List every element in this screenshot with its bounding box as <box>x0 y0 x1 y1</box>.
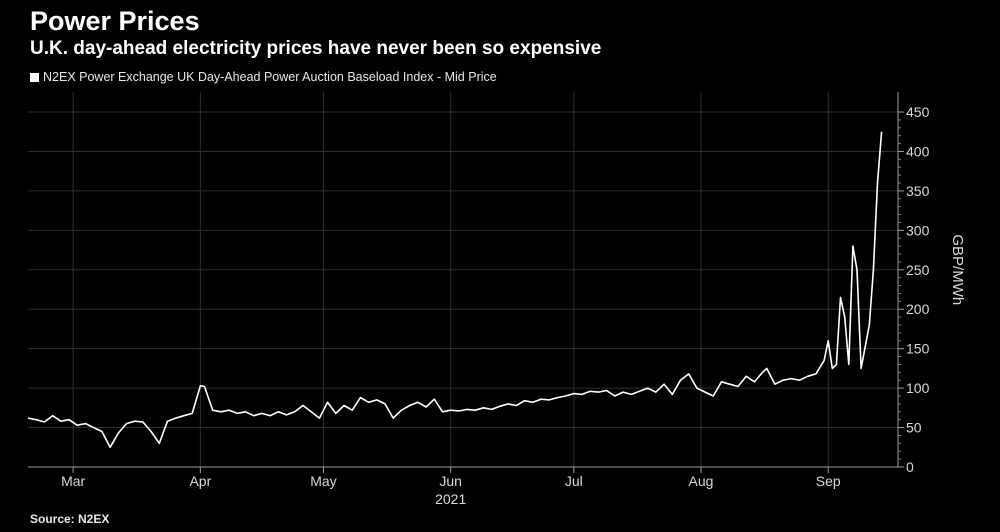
x-year-label: 2021 <box>435 491 466 507</box>
legend-label: N2EX Power Exchange UK Day-Ahead Power A… <box>43 70 497 84</box>
x-tick-label: Aug <box>689 473 714 489</box>
y-tick-label: 350 <box>906 183 930 199</box>
x-tick-label: May <box>310 473 336 489</box>
y-tick-label: 200 <box>906 301 930 317</box>
chart-series <box>27 131 883 449</box>
y-tick-label: 400 <box>906 143 930 159</box>
y-tick-label: 250 <box>906 262 930 278</box>
y-tick-label: 100 <box>906 380 930 396</box>
chart-grid <box>28 92 898 468</box>
legend-swatch <box>30 72 39 82</box>
y-tick-label: 50 <box>906 420 922 436</box>
x-tick-label: Jun <box>439 473 462 489</box>
y-tick-label: 300 <box>906 222 930 238</box>
chart-labels: 0 50 100 150 200 250 300 350 400 450 Mar Apr May Jun J… <box>61 104 966 507</box>
page-subtitle: U.K. day-ahead electricity prices have n… <box>30 38 602 59</box>
y-axis-title: GBP/MWh <box>949 234 966 305</box>
x-tick-label: Mar <box>61 473 85 489</box>
x-tick-label: Jul <box>565 473 583 489</box>
x-tick-label: Apr <box>189 473 211 489</box>
source-note: Source: N2EX <box>30 512 110 526</box>
chart-axes <box>28 92 904 473</box>
y-tick-label: 450 <box>906 104 930 120</box>
y-tick-label: 150 <box>906 341 930 357</box>
chart-legend: N2EX Power Exchange UK Day-Ahead Power A… <box>30 70 497 84</box>
series-line <box>27 131 883 449</box>
x-tick-label: Sep <box>816 473 841 489</box>
page-title: Power Prices <box>30 6 200 36</box>
y-tick-label: 0 <box>906 459 914 475</box>
